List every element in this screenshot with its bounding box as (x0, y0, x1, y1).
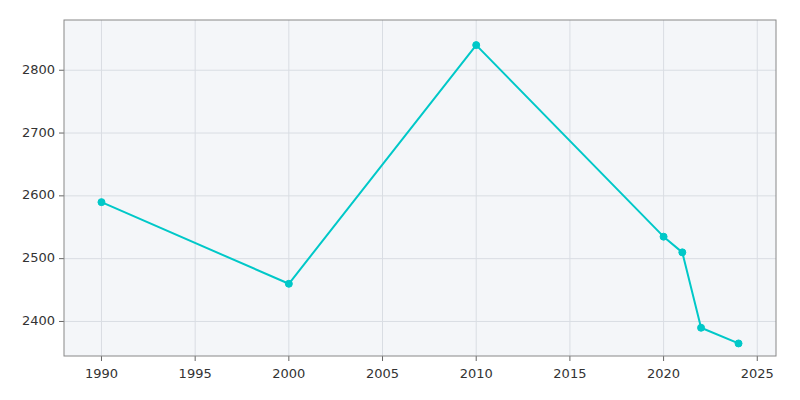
x-tick-label: 2010 (460, 366, 493, 381)
x-tick-label: 2000 (272, 366, 305, 381)
point (285, 280, 292, 287)
y-tick (59, 321, 64, 322)
x-tick-label: 1995 (179, 366, 212, 381)
y-tick (59, 70, 64, 71)
point (473, 42, 480, 49)
x-tick (382, 356, 383, 361)
y-grid-line (64, 133, 776, 134)
x-tick (288, 356, 289, 361)
x-tick-label: 1990 (85, 366, 118, 381)
x-tick-label: 2025 (741, 366, 774, 381)
x-tick (476, 356, 477, 361)
y-tick (59, 195, 64, 196)
y-tick-label: 2400 (22, 313, 55, 328)
line (101, 45, 738, 343)
point (698, 324, 705, 331)
x-tick-label: 2015 (553, 366, 586, 381)
y-tick-label: 2600 (22, 187, 55, 202)
y-tick (59, 258, 64, 259)
y-tick-label: 2500 (22, 250, 55, 265)
x-tick (195, 356, 196, 361)
chart-svg: 1990 1995 2000 2005 2010 2015 2020 2025 2400 2500… (0, 0, 800, 400)
x-tick (757, 356, 758, 361)
x-tick (101, 356, 102, 361)
x-tick-label: 2020 (647, 366, 680, 381)
y-tick-label: 2800 (22, 62, 55, 77)
plot-background (64, 20, 776, 356)
plot-frame (64, 20, 776, 356)
point (735, 340, 742, 347)
chart-container: 1990 1995 2000 2005 2010 2015 2020 2025 2400 2500… (0, 0, 800, 400)
point (98, 199, 105, 206)
y-grid-line (64, 321, 776, 322)
y-tick (59, 133, 64, 134)
x-tick (663, 356, 664, 361)
point (679, 249, 686, 256)
y-tick-label: 2700 (22, 125, 55, 140)
y-grid-line (64, 195, 776, 196)
x-tick (569, 356, 570, 361)
point (660, 233, 667, 240)
y-grid-line (64, 70, 776, 71)
data-marks (98, 42, 742, 347)
axes: 1990 1995 2000 2005 2010 2015 2020 2025 2400 2500… (22, 20, 776, 381)
grid (64, 20, 776, 356)
x-tick-label: 2005 (366, 366, 399, 381)
y-grid-line (64, 258, 776, 259)
